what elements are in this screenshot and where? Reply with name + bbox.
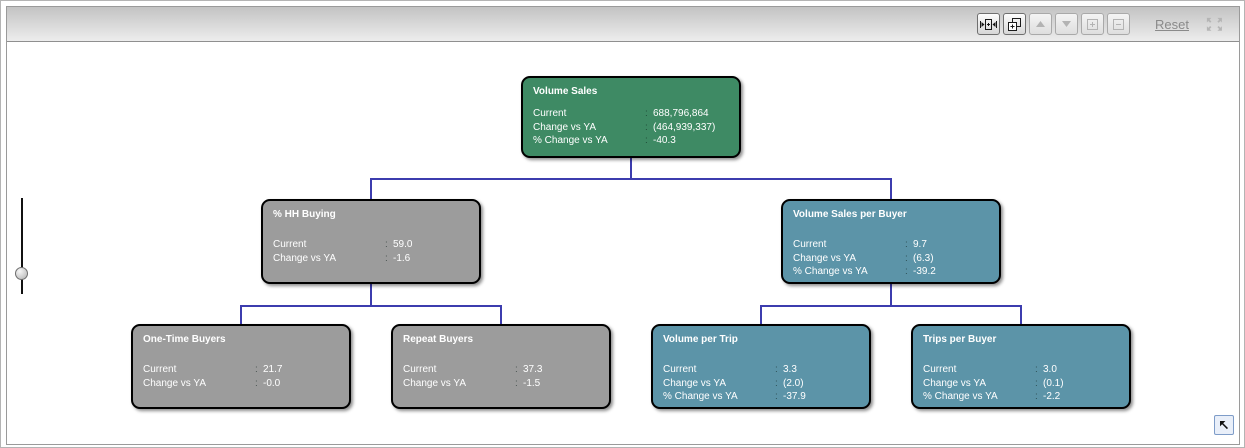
zoom-slider-handle[interactable]	[15, 267, 28, 280]
metric-row: Current:59.0	[273, 239, 413, 250]
expand-plus-button[interactable]	[1081, 13, 1105, 35]
metric-row: Current:9.7	[793, 239, 927, 250]
metric-row: Change vs YA: -1.6	[273, 252, 411, 264]
connector	[760, 305, 762, 324]
metric-row: Change vs YA: (6.3)	[793, 252, 934, 264]
metric-row: Change vs YA: (464,939,337)	[533, 121, 716, 133]
collapse-minus-button[interactable]	[1107, 13, 1131, 35]
tree-node-one-time-buyers[interactable]: One-Time Buyers Current:21.7 Change vs Y…	[131, 324, 351, 409]
arrow-up-left-icon	[1218, 419, 1230, 431]
metric-row: % Change vs YA: -40.3	[533, 135, 676, 146]
tree-node-trips-per-buyer[interactable]: Trips per Buyer Current:3.0 Change vs YA…	[911, 324, 1131, 409]
connector	[370, 284, 372, 307]
expand-down-arrow-icon	[1061, 20, 1072, 28]
four-corner-arrows-icon[interactable]	[1206, 17, 1223, 32]
node-title: Volume Sales	[533, 86, 598, 97]
zoom-slider-track[interactable]	[21, 198, 23, 294]
connector	[890, 284, 892, 307]
collapse-up-button[interactable]	[1029, 13, 1053, 35]
collapse-minus-icon	[1112, 18, 1125, 31]
metric-row: % Change vs YA: -39.2	[793, 266, 936, 277]
connector	[370, 178, 372, 199]
expand-horizontal-button[interactable]	[977, 13, 1001, 35]
tree-node-repeat-buyers[interactable]: Repeat Buyers Current:37.3 Change vs YA:…	[391, 324, 611, 409]
connector	[240, 305, 502, 307]
node-title: Volume Sales per Buyer	[793, 209, 907, 220]
connector	[370, 178, 892, 180]
expand-plus-icon	[1086, 18, 1099, 31]
connector	[1020, 305, 1022, 324]
metric-row: Current:21.7	[143, 364, 283, 375]
node-title: One-Time Buyers	[143, 334, 226, 345]
metric-row: Change vs YA: (2.0)	[663, 377, 804, 389]
restore-position-button[interactable]	[1214, 415, 1234, 435]
collapse-up-arrow-icon	[1035, 20, 1046, 28]
metric-row: % Change vs YA: -2.2	[923, 391, 1061, 402]
connector	[500, 305, 502, 324]
connector	[760, 305, 1022, 307]
tree-node-hh-buying[interactable]: % HH Buying Current:59.0 Change vs YA: -1…	[261, 199, 481, 284]
metric-row: Change vs YA: (0.1)	[923, 377, 1064, 389]
connector	[890, 178, 892, 199]
expand-all-levels-button[interactable]	[1003, 13, 1027, 35]
reset-button[interactable]: Reset	[1155, 16, 1189, 32]
zoom-slider[interactable]	[10, 198, 36, 298]
expand-horizontal-icon	[980, 18, 998, 31]
tree-node-volume-sales[interactable]: Volume Sales Current:688,796,864 Change …	[521, 76, 741, 158]
tree-node-volume-sales-per-buyer[interactable]: Volume Sales per Buyer Current:9.7 Chang…	[781, 199, 1001, 284]
metric-row: Change vs YA: -1.5	[403, 377, 541, 389]
tree-canvas: Volume Sales Current:688,796,864 Change …	[7, 42, 1239, 444]
connector	[630, 158, 632, 180]
node-title: Repeat Buyers	[403, 334, 474, 345]
node-title: Trips per Buyer	[923, 334, 997, 345]
metric-row: Current:3.3	[663, 364, 797, 375]
node-title: % HH Buying	[273, 209, 336, 220]
node-title: Volume per Trip	[663, 334, 738, 345]
metric-row: Current:688,796,864	[533, 108, 709, 119]
tree-widget-frame: Reset Volume Sales	[6, 6, 1240, 445]
metric-row: % Change vs YA: -37.9	[663, 391, 806, 402]
toolbar: Reset	[7, 7, 1239, 42]
metric-row: Current:37.3	[403, 364, 543, 375]
metric-row: Change vs YA: -0.0	[143, 377, 281, 389]
connector	[240, 305, 242, 324]
expand-down-button[interactable]	[1055, 13, 1079, 35]
metric-row: Current:3.0	[923, 364, 1057, 375]
tree-node-volume-per-trip[interactable]: Volume per Trip Current:3.3 Change vs YA…	[651, 324, 871, 409]
expand-all-levels-icon	[1007, 17, 1022, 32]
